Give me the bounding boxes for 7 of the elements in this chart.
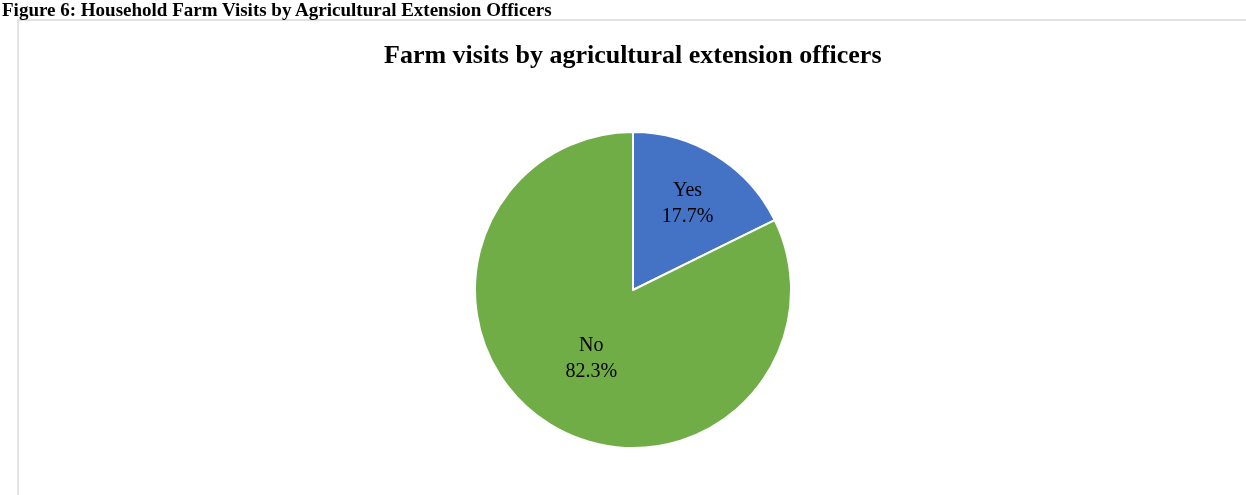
chart-title: Farm visits by agricultural extension officers <box>384 40 882 69</box>
data-label: 17.7% <box>661 204 714 227</box>
slice-label: Yes <box>673 178 703 201</box>
caption: Figure 6: Household Farm Visits by Agricultural Extension Officers <box>2 0 552 20</box>
data-label: 82.3% <box>565 359 618 382</box>
slice-label: No <box>579 333 604 356</box>
pie-slice <box>474 131 792 449</box>
